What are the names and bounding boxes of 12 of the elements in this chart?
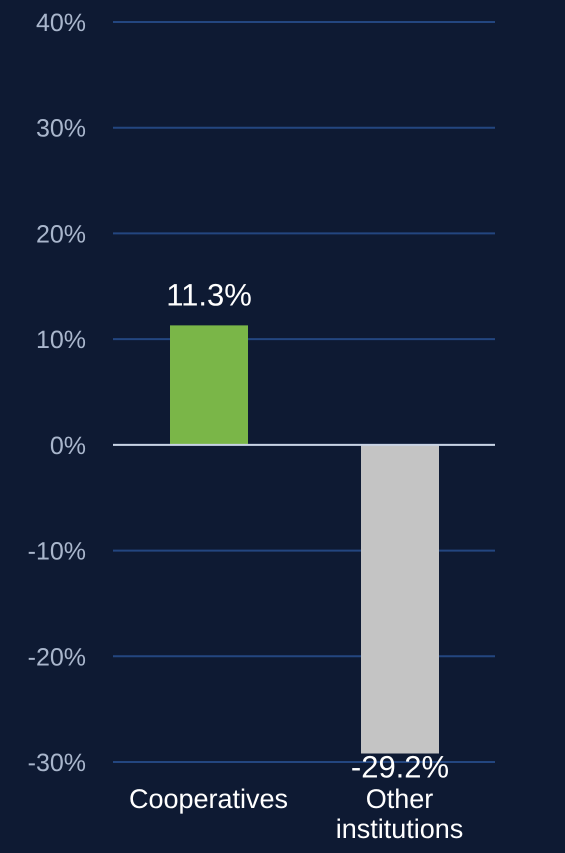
y-tick-label: 10%	[36, 326, 86, 354]
data-label: 11.3%	[166, 277, 252, 312]
y-tick-label: 40%	[36, 9, 86, 37]
x-tick-label: Cooperatives	[128, 784, 288, 814]
y-tick-label: -30%	[28, 749, 86, 777]
y-tick-label: -20%	[28, 643, 86, 672]
x-tick-label: Other institutions	[336, 784, 464, 844]
y-tick-label: 0%	[50, 432, 86, 460]
y-tick-label: 30%	[36, 114, 86, 143]
y-tick-label: -10%	[28, 538, 86, 566]
data-label: -29.2%	[350, 750, 450, 785]
y-tick-label: 20%	[36, 220, 86, 248]
